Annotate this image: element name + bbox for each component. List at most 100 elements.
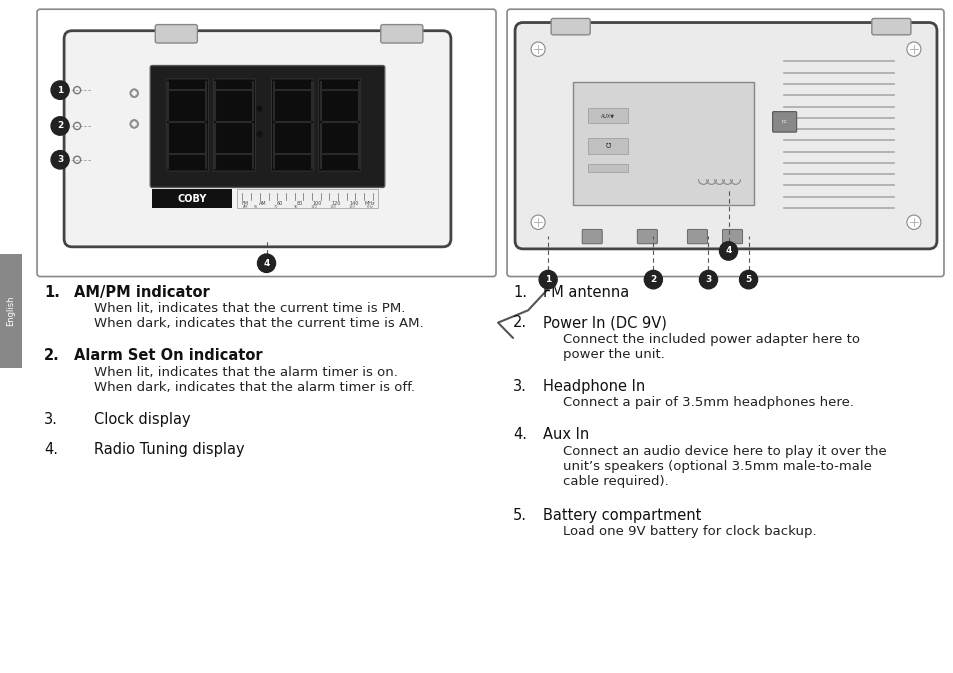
Circle shape (51, 81, 69, 100)
Text: cable required).: cable required). (562, 475, 668, 488)
Text: 2.: 2. (44, 348, 60, 363)
Text: 1: 1 (57, 85, 63, 95)
Text: 3: 3 (57, 155, 63, 164)
Circle shape (257, 254, 275, 273)
FancyBboxPatch shape (0, 254, 22, 368)
Text: 70: 70 (273, 205, 277, 209)
Circle shape (51, 116, 69, 135)
FancyBboxPatch shape (318, 79, 360, 171)
Text: 110: 110 (310, 205, 316, 209)
Circle shape (256, 106, 262, 112)
Text: AM/PM indicator: AM/PM indicator (74, 285, 210, 299)
Text: DC: DC (781, 120, 787, 124)
Text: When lit, indicates that the current time is PM.: When lit, indicates that the current tim… (94, 302, 405, 315)
Text: 60: 60 (276, 201, 282, 207)
FancyBboxPatch shape (37, 9, 496, 277)
Text: 1: 1 (544, 275, 551, 284)
Text: 3.: 3. (44, 412, 58, 427)
FancyBboxPatch shape (581, 229, 601, 244)
Bar (588, 108, 628, 123)
Circle shape (531, 215, 544, 229)
Text: KHz: KHz (366, 205, 373, 209)
Text: AM: AM (258, 201, 266, 207)
Text: Headphone In: Headphone In (542, 379, 644, 394)
Text: 55: 55 (253, 205, 257, 209)
Text: AUX▼: AUX▼ (600, 113, 615, 118)
Text: Page 6: Page 6 (17, 647, 60, 660)
FancyBboxPatch shape (380, 25, 422, 43)
Text: Radio Tuning display: Radio Tuning display (94, 442, 245, 458)
FancyBboxPatch shape (772, 112, 796, 132)
Bar (237, 190, 377, 208)
Circle shape (538, 271, 557, 289)
Text: Aux In: Aux In (542, 427, 589, 442)
FancyBboxPatch shape (166, 79, 208, 171)
Circle shape (739, 271, 757, 289)
Text: Load one 9V battery for clock backup.: Load one 9V battery for clock backup. (562, 526, 816, 538)
Text: 100: 100 (313, 201, 322, 207)
FancyBboxPatch shape (151, 65, 384, 187)
Text: AM: AM (242, 205, 248, 209)
Circle shape (719, 242, 737, 260)
Text: 1.: 1. (513, 285, 526, 299)
Text: FM antenna: FM antenna (542, 285, 629, 299)
FancyBboxPatch shape (506, 9, 943, 277)
FancyBboxPatch shape (213, 79, 255, 171)
Text: MHz: MHz (364, 201, 375, 207)
FancyBboxPatch shape (687, 229, 707, 244)
Text: 5.: 5. (513, 508, 526, 523)
Text: When dark, indicates that the alarm timer is off.: When dark, indicates that the alarm time… (94, 381, 415, 394)
FancyBboxPatch shape (64, 31, 451, 247)
Bar (588, 164, 628, 172)
FancyBboxPatch shape (155, 25, 197, 43)
FancyBboxPatch shape (637, 229, 657, 244)
Text: power the unit.: power the unit. (562, 348, 664, 361)
Text: Battery compartment: Battery compartment (542, 508, 700, 523)
Text: 130: 130 (329, 205, 335, 209)
Text: 1.: 1. (44, 285, 60, 299)
Text: Connect a pair of 3.5mm headphones here.: Connect a pair of 3.5mm headphones here. (562, 396, 853, 409)
Circle shape (256, 131, 262, 137)
Text: 2.: 2. (513, 316, 527, 330)
Text: 4.: 4. (44, 442, 58, 458)
Text: English: English (7, 296, 15, 326)
Text: 4.: 4. (513, 427, 526, 442)
FancyBboxPatch shape (573, 82, 753, 205)
Text: 90: 90 (293, 205, 297, 209)
Circle shape (51, 151, 69, 169)
Text: COBY: COBY (177, 194, 207, 204)
Text: Power In (DC 9V): Power In (DC 9V) (542, 316, 666, 330)
Text: FM: FM (242, 201, 249, 207)
Text: Connect the included power adapter here to: Connect the included power adapter here … (562, 333, 860, 346)
Text: ℧: ℧ (605, 143, 610, 149)
Text: 140: 140 (349, 201, 358, 207)
FancyBboxPatch shape (551, 18, 590, 35)
Circle shape (906, 42, 920, 57)
Text: 120: 120 (331, 201, 340, 207)
Text: 2: 2 (650, 275, 656, 284)
Text: When dark, indicates that the current time is AM.: When dark, indicates that the current ti… (94, 318, 423, 330)
FancyBboxPatch shape (515, 22, 936, 249)
Text: Clock display: Clock display (94, 412, 191, 427)
Bar (588, 138, 628, 153)
Text: 80: 80 (296, 201, 302, 207)
Text: 4: 4 (724, 246, 731, 256)
Circle shape (531, 42, 544, 57)
Circle shape (699, 271, 717, 289)
Text: When lit, indicates that the alarm timer is on.: When lit, indicates that the alarm timer… (94, 365, 397, 379)
Bar (152, 190, 233, 208)
FancyBboxPatch shape (721, 229, 741, 244)
Text: 5: 5 (744, 275, 751, 284)
Text: 3: 3 (704, 275, 711, 284)
Text: 2: 2 (57, 121, 63, 131)
Circle shape (643, 271, 661, 289)
Text: 150: 150 (348, 205, 355, 209)
Text: unit’s speakers (optional 3.5mm male-to-male: unit’s speakers (optional 3.5mm male-to-… (562, 460, 871, 473)
FancyBboxPatch shape (272, 79, 314, 171)
Circle shape (906, 215, 920, 229)
Text: Unit At A Glance: Unit At A Glance (834, 647, 936, 660)
Text: Connect an audio device here to play it over the: Connect an audio device here to play it … (562, 444, 886, 458)
Text: Alarm Set On indicator: Alarm Set On indicator (74, 348, 262, 363)
Text: 4: 4 (263, 258, 270, 268)
Text: 3.: 3. (513, 379, 526, 394)
